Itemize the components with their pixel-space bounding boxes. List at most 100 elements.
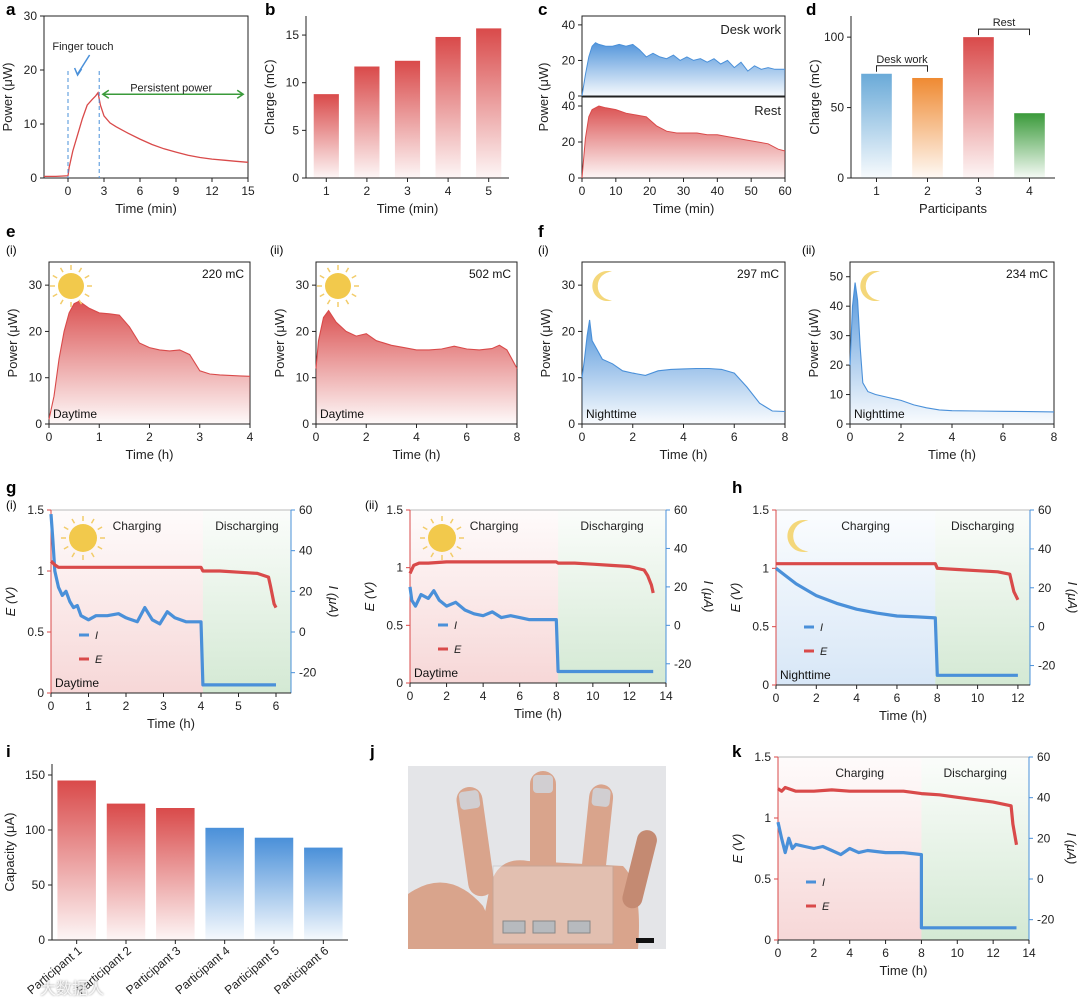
moon-crescent xyxy=(592,271,612,301)
y-axis-label-right: I (μA) xyxy=(1065,582,1080,614)
bar xyxy=(861,73,892,178)
x-tick-label: 12 xyxy=(205,184,219,198)
scale-bar xyxy=(636,938,654,943)
sun-ray xyxy=(59,299,64,305)
fingertip-sensor xyxy=(458,790,481,810)
y-tick-label: 0 xyxy=(568,417,575,431)
x-axis-label: Time (h) xyxy=(880,963,928,978)
sun-ray xyxy=(422,526,428,531)
bar xyxy=(394,60,421,178)
y-tick-label-right: -20 xyxy=(1038,659,1056,673)
y-axis-label-right: I (μA) xyxy=(326,586,341,618)
phase-label-charging: Charging xyxy=(113,519,162,533)
x-axis-label: Time (h) xyxy=(879,708,927,723)
arrowhead-right xyxy=(236,89,245,99)
bar xyxy=(205,827,244,940)
charging-region xyxy=(776,510,936,685)
x-tick-label: 4 xyxy=(247,430,254,444)
y-axis-label-right: I (μA) xyxy=(1064,833,1079,865)
x-tick-label: 1 xyxy=(323,184,330,198)
y-tick-label-right: 20 xyxy=(674,580,688,594)
x-tick-label: 0 xyxy=(65,184,72,198)
sun-ray xyxy=(84,293,90,298)
x-tick-label: 3 xyxy=(404,184,411,198)
current-series xyxy=(49,513,276,687)
y-tick-label: 10 xyxy=(24,117,38,131)
sun-icon xyxy=(50,265,92,307)
y-tick-label-right: 20 xyxy=(1038,581,1052,595)
x-axis-label: Time (min) xyxy=(377,201,439,216)
potential-series xyxy=(49,560,278,609)
y-tick-label: 0 xyxy=(836,417,843,431)
x-tick-label: 0 xyxy=(48,699,55,713)
y-axis-label: Power (μW) xyxy=(806,309,821,378)
fingertip-sensor xyxy=(533,775,553,793)
x-tick-label: 2 xyxy=(364,184,371,198)
phase-label-discharging: Discharging xyxy=(580,519,643,533)
sun-ray xyxy=(326,267,331,273)
x-tick-label: 0 xyxy=(313,430,320,444)
y-tick-label: 40 xyxy=(830,299,844,313)
y-tick-label-right: 20 xyxy=(1037,831,1051,845)
x-tick-label: 2 xyxy=(811,946,818,960)
sun-ray xyxy=(422,545,428,550)
y-axis-label-right: I (μA) xyxy=(701,581,716,613)
x-tick-label: 10 xyxy=(951,946,965,960)
x-tick-label: 6 xyxy=(516,689,523,703)
bar xyxy=(354,66,380,178)
sun-disk xyxy=(69,524,97,552)
x-tick-label: 3 xyxy=(975,184,982,198)
x-axis-label: Time (h) xyxy=(147,716,195,731)
x-tick-label: 10 xyxy=(971,691,985,705)
electronic-chip xyxy=(502,920,526,934)
sun-ray xyxy=(319,293,325,298)
bar xyxy=(1014,113,1045,178)
y-tick-label-right: 60 xyxy=(299,503,313,517)
sun-icon xyxy=(61,516,105,560)
current-series xyxy=(775,567,1018,677)
series-line xyxy=(581,42,785,97)
y-tick-label: 30 xyxy=(24,9,38,23)
panel-a: 0 3 6 9 12 15 0 10 20 30 Time (min) Power (μW) Finge… xyxy=(0,9,255,216)
y-tick-label-left: 0 xyxy=(396,676,403,690)
x-tick-label: 14 xyxy=(1022,946,1036,960)
area-fill xyxy=(316,310,517,424)
sun-icon xyxy=(420,516,464,560)
panel-g-ii: 0 2 4 6 8 10 12 14 0 0.5 1 1.5 -20 0 20 40 60 Time (h) E (… xyxy=(362,503,716,721)
sun-ray xyxy=(71,518,76,524)
y-tick-label: 50 xyxy=(32,878,46,892)
sun-ray xyxy=(52,274,58,279)
y-tick-label: 10 xyxy=(830,388,844,402)
y-tick-label-left: 1 xyxy=(764,811,771,825)
y-tick-label: 30 xyxy=(562,278,576,292)
y-tick-label: 20 xyxy=(29,324,43,338)
x-tick-label: 4 xyxy=(853,691,860,705)
discharging-region xyxy=(921,757,1029,940)
legend-label-e: E xyxy=(822,901,830,913)
y-tick-label: 15 xyxy=(286,28,300,42)
y-axis-label: Power (μW) xyxy=(272,309,287,378)
x-tick-label: 20 xyxy=(643,184,657,198)
x-tick-label: 0 xyxy=(775,946,782,960)
potential-series xyxy=(776,562,1020,601)
y-axis-label: Capacity (μA) xyxy=(2,812,17,891)
sun-icon xyxy=(317,265,359,307)
phase-label-charging: Charging xyxy=(835,766,884,780)
legend-label-e: E xyxy=(454,644,462,656)
y-tick-label: 0 xyxy=(837,171,844,185)
moon-icon xyxy=(787,520,809,552)
x-tick-label: 0 xyxy=(579,430,586,444)
x-tick-label: 6 xyxy=(1000,430,1007,444)
x-tick-label: 30 xyxy=(677,184,691,198)
y-tick-label: 20 xyxy=(830,358,844,372)
y-tick-label-right: 60 xyxy=(1037,750,1051,764)
x-tick-label: 4 xyxy=(949,430,956,444)
x-tick-label: 0 xyxy=(46,430,53,444)
sun-ray xyxy=(456,526,462,531)
y-tick-label: 0 xyxy=(302,417,309,431)
charge-note: 297 mC xyxy=(737,267,779,281)
legend-label-i: I xyxy=(820,622,823,634)
x-tick-label: 15 xyxy=(241,184,255,198)
condition-label: Daytime xyxy=(53,407,97,421)
x-tick-label: 8 xyxy=(1051,430,1058,444)
